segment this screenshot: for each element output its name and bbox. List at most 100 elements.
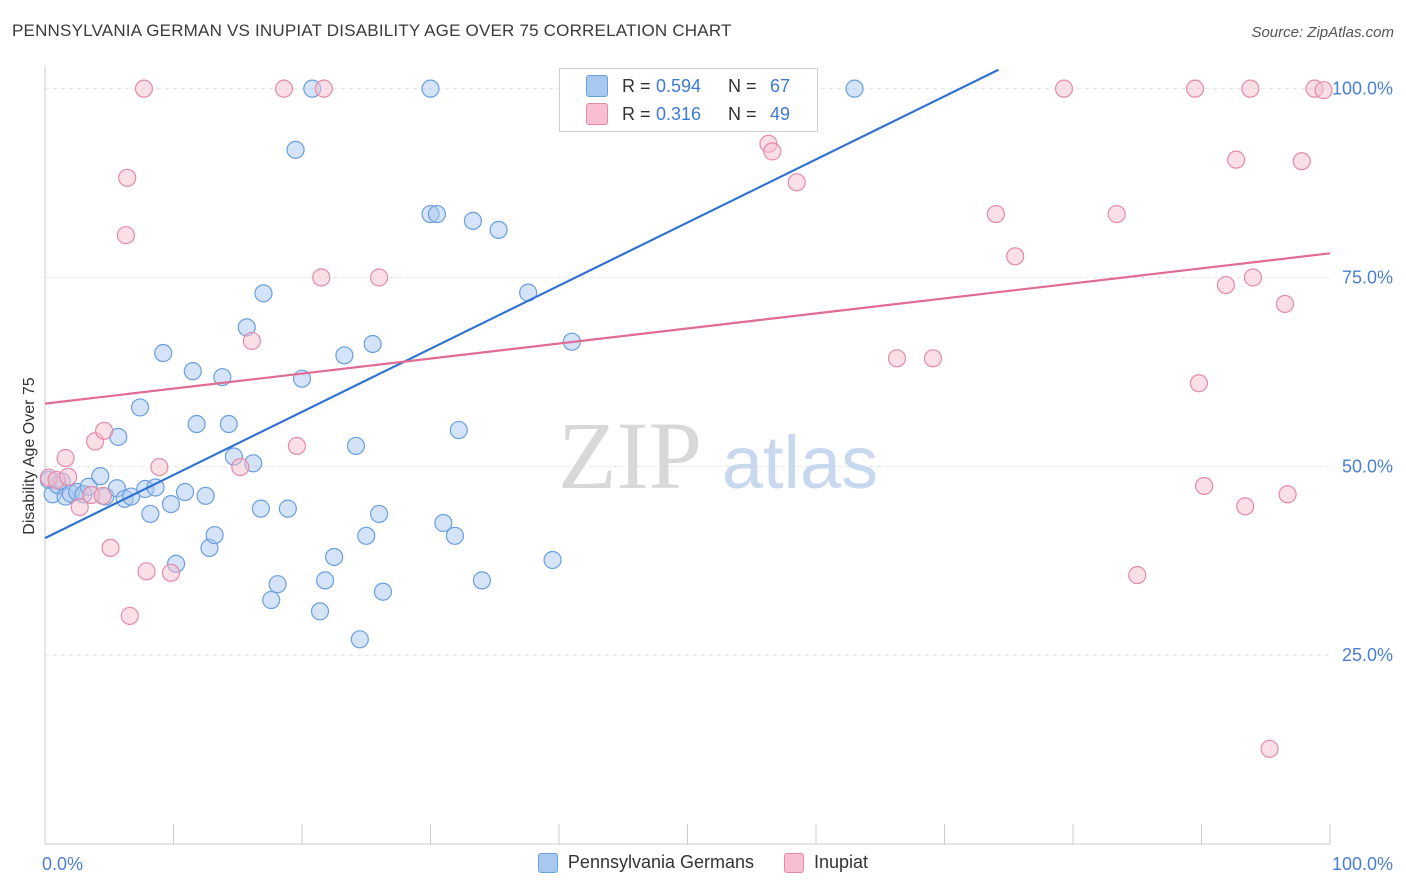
point-inupiat bbox=[95, 421, 114, 440]
point-inupiat bbox=[1128, 565, 1147, 585]
point-inupiat bbox=[1275, 294, 1295, 314]
r-value-pennsylvania: 0.594 bbox=[656, 75, 702, 96]
point-inupiat bbox=[1236, 497, 1255, 516]
point-inupiat bbox=[118, 168, 137, 187]
point-pennsylvania bbox=[445, 526, 465, 545]
point-pennsylvania bbox=[251, 499, 270, 518]
chart-title: PENNSYLVANIA GERMAN VS INUPIAT DISABILIT… bbox=[12, 21, 732, 40]
point-pennsylvania bbox=[489, 220, 508, 240]
y-tick-label: 75.0% bbox=[1342, 267, 1393, 287]
point-inupiat bbox=[101, 538, 120, 558]
point-pennsylvania bbox=[363, 334, 382, 354]
point-inupiat bbox=[120, 606, 139, 625]
point-pennsylvania bbox=[175, 482, 195, 502]
data-points bbox=[39, 79, 1333, 758]
stats-row-pennsylvania: R = 0.594 N = 67 bbox=[586, 73, 808, 99]
point-inupiat bbox=[1260, 739, 1279, 758]
point-inupiat bbox=[1216, 275, 1236, 295]
point-pennsylvania bbox=[183, 362, 202, 381]
r-value-inupiat: 0.316 bbox=[656, 103, 702, 124]
y-tick-label: 50.0% bbox=[1342, 456, 1393, 476]
point-pennsylvania bbox=[154, 343, 173, 363]
point-inupiat bbox=[370, 268, 389, 287]
point-pennsylvania bbox=[278, 499, 297, 518]
point-pennsylvania bbox=[373, 582, 393, 601]
point-inupiat bbox=[1189, 374, 1209, 393]
point-pennsylvania bbox=[449, 420, 468, 440]
point-pennsylvania bbox=[427, 204, 447, 224]
series-legend: Pennsylvania Germans Inupiat bbox=[0, 852, 1406, 873]
watermark-atlas: atlas bbox=[722, 421, 878, 504]
legend-item-pennsylvania: Pennsylvania Germans bbox=[537, 852, 755, 873]
point-inupiat bbox=[1314, 81, 1333, 100]
legend-item-inupiat: Inupiat bbox=[784, 852, 868, 873]
point-pennsylvania bbox=[286, 140, 305, 159]
axes bbox=[44, 66, 1331, 845]
n-label: N = bbox=[728, 75, 757, 96]
point-inupiat bbox=[1227, 150, 1246, 169]
watermark: ZIP atlas bbox=[558, 402, 878, 509]
point-inupiat bbox=[887, 349, 907, 368]
point-inupiat bbox=[137, 562, 156, 581]
point-pennsylvania bbox=[463, 211, 483, 230]
point-inupiat bbox=[116, 226, 136, 245]
point-inupiat bbox=[150, 457, 169, 477]
point-pennsylvania bbox=[219, 414, 238, 434]
stats-swatch-pennsylvania bbox=[586, 75, 608, 97]
point-pennsylvania bbox=[346, 436, 366, 456]
point-pennsylvania bbox=[434, 513, 453, 533]
point-inupiat bbox=[242, 331, 261, 351]
x-tick-label: 0.0% bbox=[42, 854, 83, 874]
x-tick-label: 100.0% bbox=[1332, 854, 1393, 874]
r-label: R = bbox=[622, 103, 651, 124]
point-inupiat bbox=[763, 142, 782, 161]
point-pennsylvania bbox=[161, 494, 181, 514]
legend-swatch-pennsylvania bbox=[537, 852, 558, 873]
source-label: Source: ZipAtlas.com bbox=[1251, 24, 1394, 41]
point-inupiat bbox=[287, 436, 306, 456]
point-inupiat bbox=[274, 79, 294, 98]
point-pennsylvania bbox=[845, 79, 864, 98]
point-pennsylvania bbox=[357, 526, 376, 545]
point-pennsylvania bbox=[472, 571, 491, 590]
point-inupiat bbox=[1006, 247, 1025, 266]
n-label: N = bbox=[728, 103, 757, 124]
point-inupiat bbox=[787, 173, 806, 192]
trend-lines bbox=[44, 68, 1331, 540]
point-inupiat bbox=[1292, 152, 1311, 171]
point-pennsylvania bbox=[335, 346, 354, 365]
trend-line-inupiat bbox=[44, 252, 1331, 405]
point-pennsylvania bbox=[543, 550, 562, 570]
point-inupiat bbox=[1185, 79, 1205, 98]
stats-legend: R = 0.594 N = 67 R = 0.316 N = 49 bbox=[559, 68, 818, 132]
point-pennsylvania bbox=[350, 630, 369, 649]
point-inupiat bbox=[986, 204, 1006, 224]
y-tick-label: 25.0% bbox=[1342, 645, 1393, 665]
legend-label-inupiat: Inupiat bbox=[814, 852, 869, 872]
tick-labels: 25.0% 50.0% 75.0% 100.0% 0.0% 100.0% bbox=[42, 79, 1393, 874]
point-inupiat bbox=[1054, 79, 1074, 98]
point-inupiat bbox=[93, 486, 112, 505]
point-inupiat bbox=[59, 467, 78, 487]
point-pennsylvania bbox=[254, 284, 273, 303]
point-inupiat bbox=[923, 349, 943, 368]
point-inupiat bbox=[1107, 204, 1126, 224]
point-inupiat bbox=[161, 563, 181, 582]
point-inupiat bbox=[134, 79, 154, 98]
point-pennsylvania bbox=[196, 486, 215, 505]
point-inupiat bbox=[312, 268, 331, 287]
point-pennsylvania bbox=[205, 525, 224, 545]
point-inupiat bbox=[231, 457, 250, 477]
legend-label-pennsylvania: Pennsylvania Germans bbox=[567, 852, 755, 872]
point-pennsylvania bbox=[370, 504, 389, 524]
point-pennsylvania bbox=[262, 590, 281, 610]
point-pennsylvania bbox=[268, 575, 287, 594]
point-pennsylvania bbox=[130, 398, 150, 417]
point-inupiat bbox=[1194, 476, 1214, 496]
point-pennsylvania bbox=[141, 504, 160, 524]
point-inupiat bbox=[1278, 485, 1297, 504]
r-label: R = bbox=[622, 75, 651, 96]
point-pennsylvania bbox=[187, 414, 206, 434]
n-value-pennsylvania: 67 bbox=[770, 75, 791, 96]
